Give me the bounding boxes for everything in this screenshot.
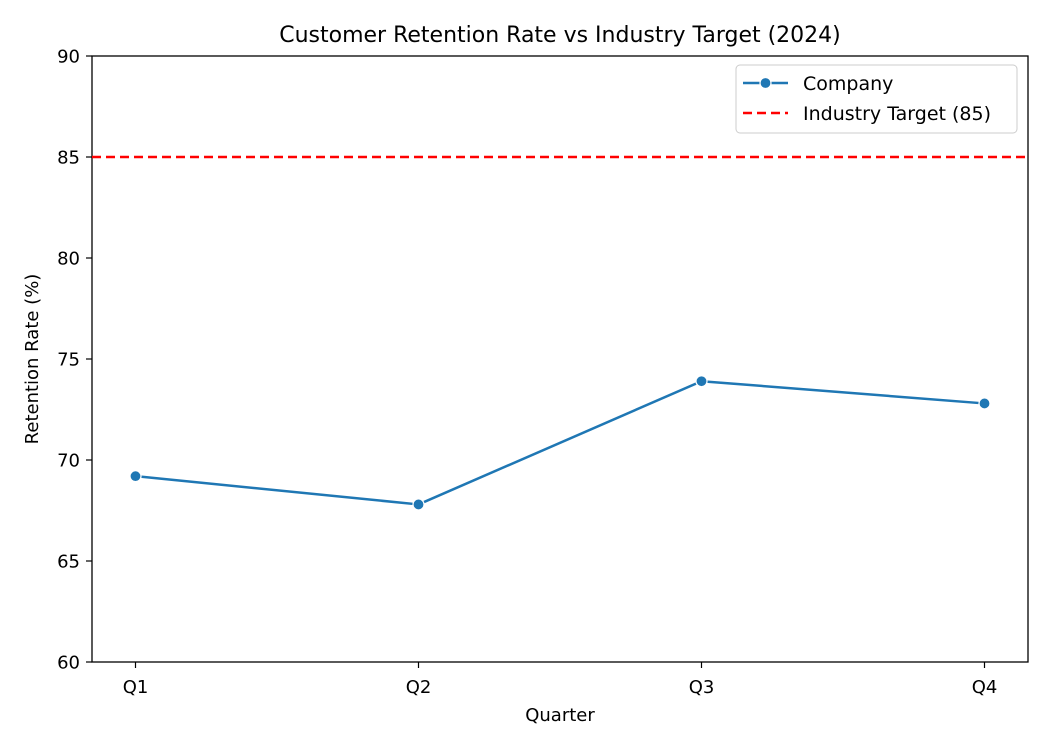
x-tick-label: Q3: [689, 677, 715, 698]
y-tick-label: 80: [57, 249, 80, 270]
legend-label-industry-target: Industry Target (85): [803, 103, 991, 125]
plot-area: [91, 55, 1029, 663]
chart-title: Customer Retention Rate vs Industry Targ…: [279, 23, 841, 48]
x-tick-label: Q1: [123, 677, 149, 698]
y-tick-label: 70: [57, 451, 80, 472]
y-tick-label: 65: [57, 552, 80, 573]
data-point: [129, 470, 142, 483]
data-point: [695, 375, 708, 388]
series-group: [129, 375, 991, 511]
y-axis: 60 65 70 75 80 85 90: [57, 47, 92, 674]
x-tick-label: Q4: [972, 677, 998, 698]
legend-label-company: Company: [803, 73, 893, 95]
x-tick-label: Q2: [406, 677, 432, 698]
y-tick-label: 60: [57, 653, 80, 674]
y-tick-label: 85: [57, 148, 80, 169]
series-line-company: [134, 379, 986, 506]
legend: Company Industry Target (85): [735, 64, 1018, 134]
y-axis-label: Retention Rate (%): [22, 274, 43, 445]
x-axis: Q1 Q2 Q3 Q4: [123, 662, 998, 698]
data-point: [412, 498, 425, 511]
legend-box: [735, 64, 1018, 134]
x-axis-label: Quarter: [525, 705, 595, 726]
data-point: [978, 397, 991, 410]
legend-marker-company: [759, 76, 772, 90]
y-tick-label: 75: [57, 350, 80, 371]
y-tick-label: 90: [57, 47, 80, 68]
